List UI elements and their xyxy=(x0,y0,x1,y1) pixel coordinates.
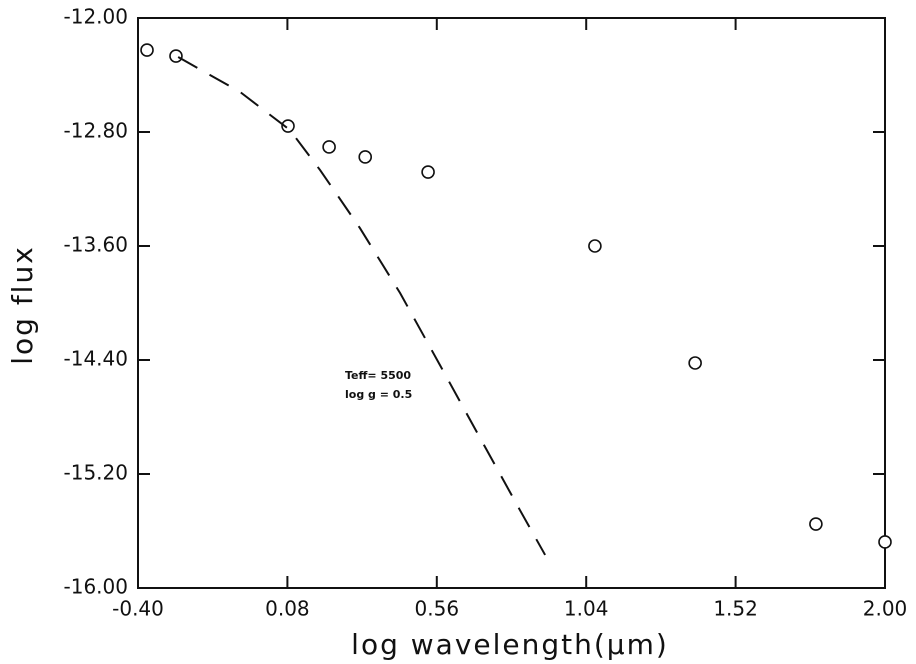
plot-frame xyxy=(137,17,886,589)
data-point xyxy=(322,140,336,154)
data-point xyxy=(688,356,702,370)
y-tick-label: -12.80 xyxy=(64,119,128,143)
x-tick-label: 1.04 xyxy=(564,597,609,621)
x-tick-label: 1.52 xyxy=(713,597,758,621)
data-point xyxy=(421,165,435,179)
y-tick-label: -13.60 xyxy=(64,233,128,257)
x-axis-label: log wavelength(μm) xyxy=(351,628,669,661)
y-axis-label: log flux xyxy=(6,245,39,365)
data-point xyxy=(169,49,183,63)
annotation: Teff= 5500 xyxy=(345,369,411,382)
model-line xyxy=(177,56,546,556)
y-tick-label: -15.20 xyxy=(64,461,128,485)
annotation: log g = 0.5 xyxy=(345,388,412,401)
data-point xyxy=(358,150,373,164)
x-tick-label: 2.00 xyxy=(863,597,908,621)
data-point xyxy=(809,517,823,531)
data-point xyxy=(878,535,892,549)
y-tick-label: -14.40 xyxy=(64,347,128,371)
y-tick-label: -16.00 xyxy=(64,575,128,599)
x-tick-label: 0.08 xyxy=(265,597,310,621)
y-tick-label: -12.00 xyxy=(64,5,128,29)
data-point xyxy=(140,43,154,57)
x-tick-label: -0.40 xyxy=(112,597,164,621)
data-point xyxy=(281,119,295,133)
x-tick-label: 0.56 xyxy=(415,597,460,621)
data-point xyxy=(588,239,602,253)
